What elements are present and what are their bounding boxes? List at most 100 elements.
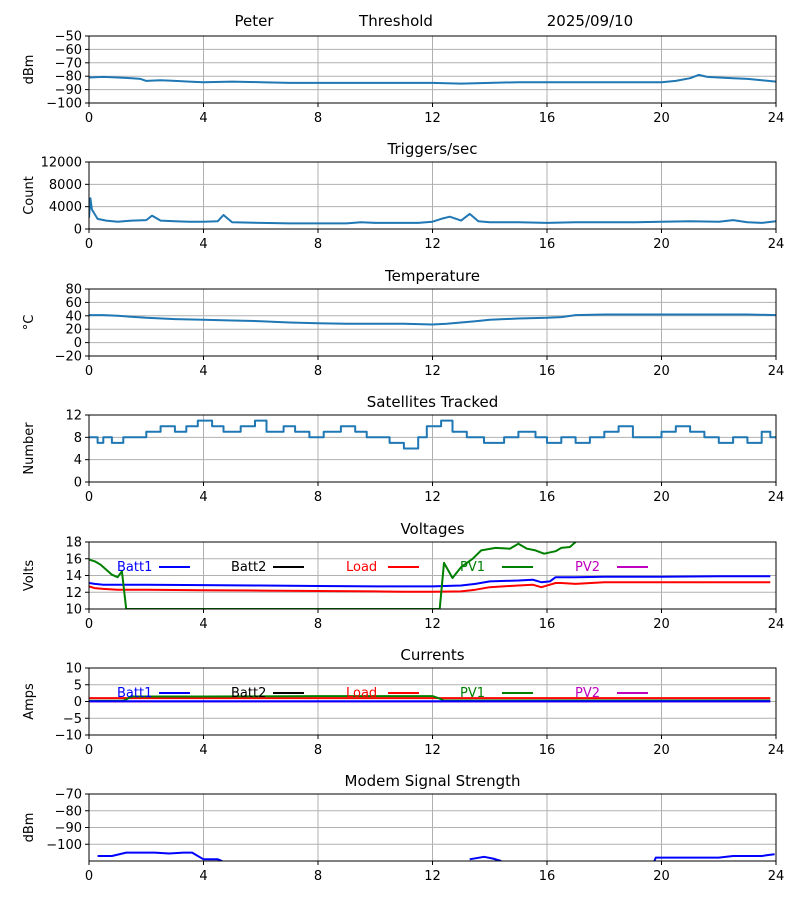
chart-panel-2: 0 4 8 12 16 20 24 0 4000 8000 12000 Triggers/sec Cou… [22,140,784,252]
y-tick-label: 80 [65,283,82,298]
x-tick-label: 4 [199,490,207,505]
y-tick-label: −70 [55,788,82,803]
legend-label-batt2: Batt2 [231,686,266,701]
x-tick-label: 8 [314,364,322,379]
x-tick-label: 4 [199,869,207,884]
x-tick-label: 0 [85,490,93,505]
x-tick-label: 4 [199,617,207,632]
x-tick-label: 0 [85,237,93,252]
legend-label-batt2: Batt2 [231,560,266,575]
y-tick-label: 12000 [41,156,82,171]
legend-label-pv2: PV2 [575,686,600,701]
y-tick-label: −80 [55,804,82,819]
axes-frame [88,161,777,230]
y-tick-label: −80 [55,70,82,85]
x-tick-label: 4 [199,237,207,252]
x-tick-label: 12 [424,743,441,758]
x-tick-label: 12 [424,237,441,252]
x-tick-label: 8 [314,617,322,632]
x-tick-label: 16 [539,490,556,505]
x-tick-label: 12 [424,617,441,632]
x-tick-label: 0 [85,111,93,126]
x-tick-label: 20 [653,237,670,252]
chart-title: Currents [400,646,464,664]
axes-frame [88,288,777,357]
x-tick-label: 8 [314,111,322,126]
y-tick-label: 0 [74,476,82,491]
header-date: 2025/09/10 [547,12,633,30]
x-tick-label: 16 [539,364,556,379]
x-tick-label: 20 [653,111,670,126]
series-line-load [89,581,771,593]
axes-frame [88,793,777,862]
x-tick-label: 12 [424,111,441,126]
chart-panel-4: 0 4 8 12 16 20 24 0 4 8 12 Satellites Tracked Number [22,393,784,505]
y-tick-label: 60 [65,296,82,311]
y-tick-label: 10 [65,662,82,677]
legend-label-load: Load [346,560,377,575]
x-tick-label: 24 [768,237,785,252]
legend-label-pv1: PV1 [460,560,485,575]
chart-panel-1: 0 4 8 12 16 20 24 −100−90−80−70−60−50 dBm [22,30,784,127]
x-tick-label: 8 [314,237,322,252]
y-axis-label: Count [22,176,37,215]
chart-title: Voltages [400,520,464,538]
legend-label-pv2: PV2 [575,560,600,575]
y-tick-label: 20 [65,323,82,338]
x-tick-label: 24 [768,869,785,884]
x-tick-label: 4 [199,111,207,126]
legend-label-load: Load [346,686,377,701]
y-tick-label: 0 [74,223,82,238]
y-tick-label: 14 [65,569,82,584]
x-tick-label: 16 [539,111,556,126]
y-tick-label: 16 [65,552,82,567]
y-tick-label: 12 [65,586,82,601]
x-tick-label: 20 [653,869,670,884]
y-tick-label: 40 [65,309,82,324]
x-tick-label: 4 [199,364,207,379]
x-tick-label: 16 [539,237,556,252]
chart-panel-6: 0 4 8 12 16 20 24 −10 −5 0 510 Currents Amps Batt1 Bat… [22,646,784,758]
y-tick-label: −90 [55,821,82,836]
x-tick-label: 20 [653,490,670,505]
series-line-pv1 [89,542,577,609]
y-tick-label: 5 [74,678,82,693]
chart-title: Modem Signal Strength [345,772,521,790]
x-tick-label: 24 [768,617,785,632]
y-tick-label: 12 [65,409,82,424]
x-tick-label: 0 [85,364,93,379]
y-tick-label: 18 [65,536,82,551]
x-tick-label: 16 [539,743,556,758]
x-tick-label: 4 [199,743,207,758]
x-tick-label: 24 [768,111,785,126]
x-tick-label: 12 [424,869,441,884]
header-mode: Threshold [358,12,433,30]
y-tick-label: −5 [63,712,82,727]
y-tick-label: −20 [55,350,82,365]
x-tick-label: 24 [768,364,785,379]
y-tick-label: 8 [74,431,82,446]
y-tick-label: −50 [55,30,82,45]
x-tick-label: 16 [539,869,556,884]
series-line-1 [89,73,776,85]
y-tick-label: 8000 [49,178,82,193]
y-axis-label: dBm [22,813,37,843]
chart-panel-7: 0 4 8 12 16 20 24 −100 −90 −80−70 Modem Signal Str… [22,772,784,884]
series-line-1 [89,419,776,450]
y-axis-label: Volts [22,560,37,592]
axes-frame [88,35,777,104]
y-axis-label: dBm [22,55,37,85]
x-tick-label: 0 [85,743,93,758]
x-tick-label: 0 [85,617,93,632]
axes-frame [88,541,777,610]
series-line-1 [97,851,223,861]
legend-label-pv1: PV1 [460,686,485,701]
y-tick-label: 0 [74,695,82,710]
chart-title: Triggers/sec [387,140,478,158]
x-tick-label: 24 [768,743,785,758]
